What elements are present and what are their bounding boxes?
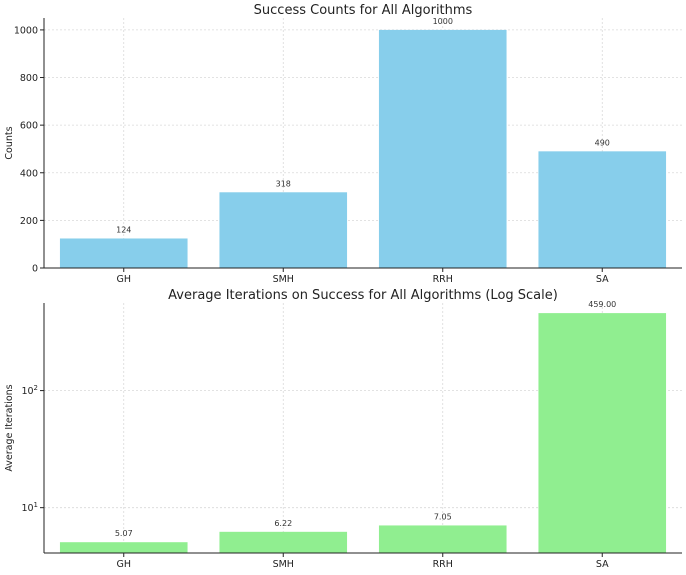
iterations-ytick-label: 102 (21, 384, 38, 397)
counts-ytick-label: 0 (32, 264, 38, 275)
counts-xtick-label: GH (116, 274, 131, 285)
iterations-y-axis-label: Average Iterations (4, 384, 15, 471)
counts-ytick-label: 600 (20, 121, 38, 132)
iterations-xtick-label: GH (116, 559, 131, 570)
counts-ytick-label: 400 (20, 168, 38, 179)
counts-data-label: 318 (276, 179, 291, 188)
iterations-data-label: 7.05 (434, 512, 452, 521)
counts-xtick-label: SA (596, 274, 609, 285)
counts-ytick-label: 1000 (14, 25, 38, 36)
counts-bar-sa (538, 151, 667, 268)
counts-y-axis-label: Counts (4, 126, 15, 159)
iterations-data-label: 459.00 (588, 300, 616, 309)
iterations-bar-sa (538, 313, 667, 553)
iterations-xtick-label: SMH (273, 559, 294, 570)
counts-data-label: 1000 (433, 17, 453, 26)
iterations-data-label: 5.07 (115, 529, 133, 538)
average-iterations-chart: 101 102 5.07 GH 6.22 SMH 7.05 RRH 459.00 SA Averag… (4, 288, 682, 570)
counts-data-label: 490 (595, 138, 610, 147)
counts-bar-rrh (378, 29, 507, 269)
iterations-bar-gh (59, 542, 188, 553)
counts-data-label: 124 (116, 225, 131, 234)
success-counts-chart: 0 200 400 600 800 1000 124 GH 318 SMH 1000 RRH 490 SA… (4, 3, 682, 285)
iterations-chart-title: Average Iterations on Success for All Al… (168, 288, 558, 303)
iterations-bar-rrh (378, 525, 507, 553)
iterations-xtick-label: RRH (433, 559, 453, 570)
iterations-xtick-label: SA (596, 559, 609, 570)
counts-xtick-label: SMH (273, 274, 294, 285)
counts-chart-title: Success Counts for All Algorithms (254, 3, 473, 18)
counts-ytick-label: 200 (20, 216, 38, 227)
counts-xtick-label: RRH (433, 274, 453, 285)
iterations-bar-smh (219, 531, 348, 553)
counts-bar-smh (219, 192, 348, 268)
iterations-data-label: 6.22 (274, 519, 292, 528)
counts-bar-gh (59, 238, 188, 268)
iterations-ytick-label: 101 (21, 501, 38, 514)
counts-ytick-label: 800 (20, 73, 38, 84)
